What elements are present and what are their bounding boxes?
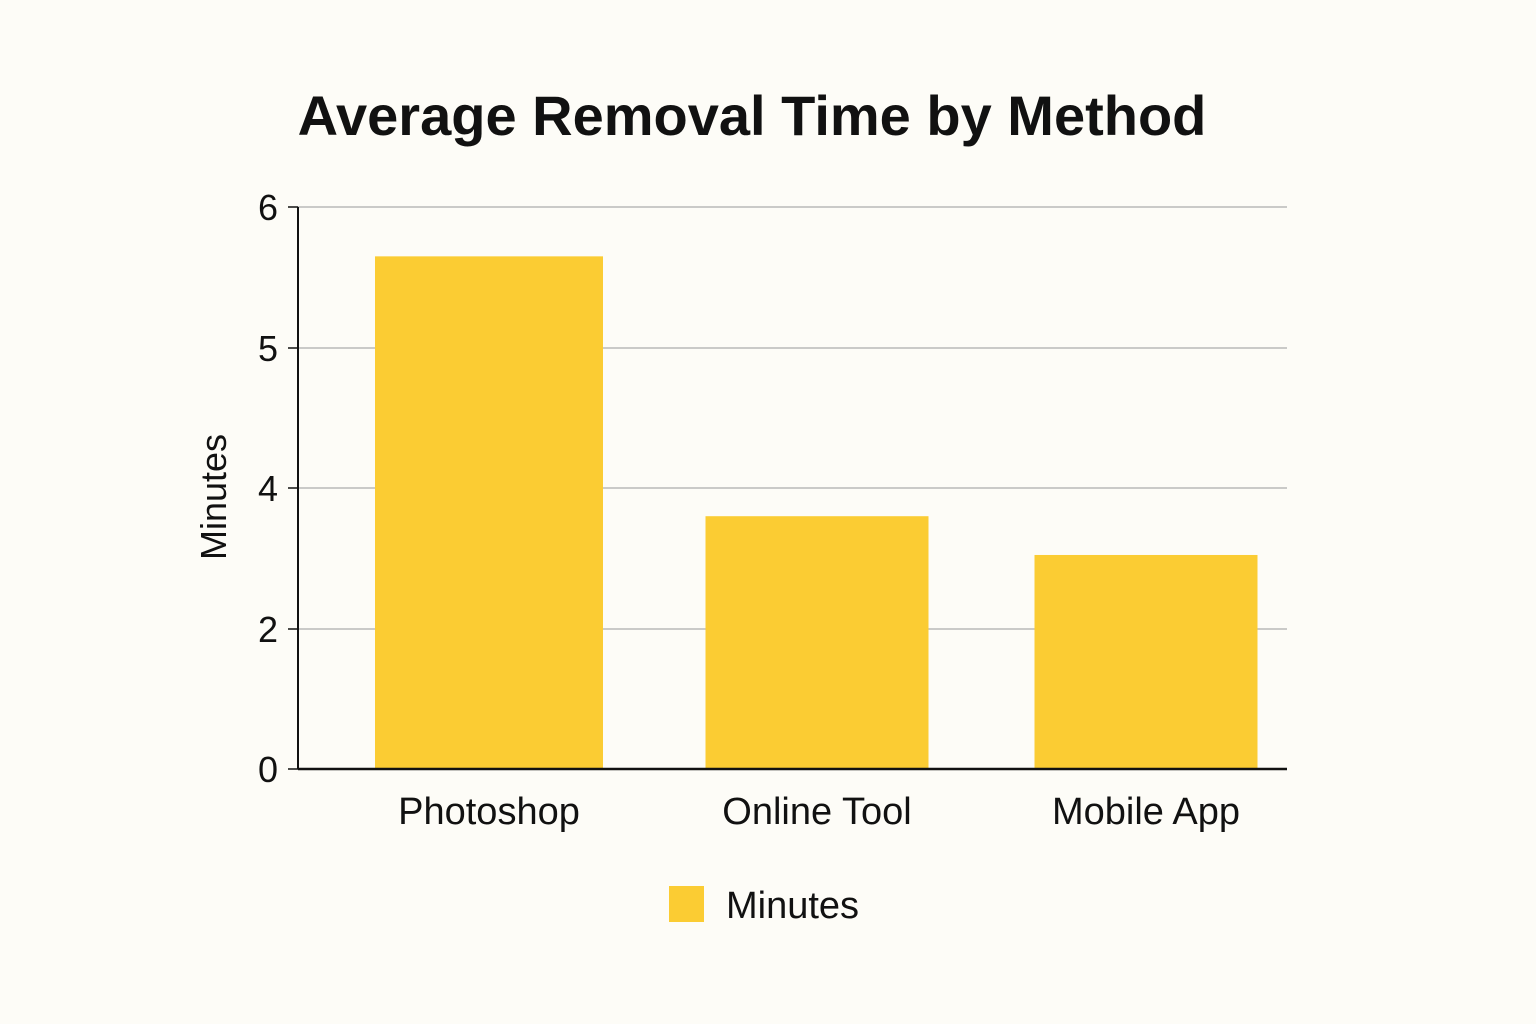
x-tick-label: Mobile App [1052, 791, 1240, 833]
y-tick-labels: 0 2 4 5 6 [258, 187, 298, 790]
bar-online-tool [705, 516, 929, 769]
y-tick-label: 2 [258, 609, 278, 650]
chart-title: Average Removal Time by Method [298, 84, 1207, 147]
y-tick-label: 6 [258, 187, 278, 228]
y-tick-label: 5 [258, 328, 278, 369]
y-axis-label: Minutes [193, 434, 234, 560]
bar-mobile-app [1034, 554, 1258, 769]
x-tick-label: Online Tool [722, 791, 911, 833]
x-tick-label: Photoshop [398, 791, 580, 833]
x-tick-labels: Photoshop Online Tool Mobile App [398, 791, 1240, 833]
legend: Minutes [669, 885, 859, 927]
y-tick-label: 4 [258, 468, 278, 509]
legend-swatch [669, 886, 704, 922]
legend-label: Minutes [726, 885, 859, 927]
y-tick-label: 0 [258, 749, 278, 790]
bar-photoshop [375, 256, 603, 770]
bars [375, 256, 1258, 770]
